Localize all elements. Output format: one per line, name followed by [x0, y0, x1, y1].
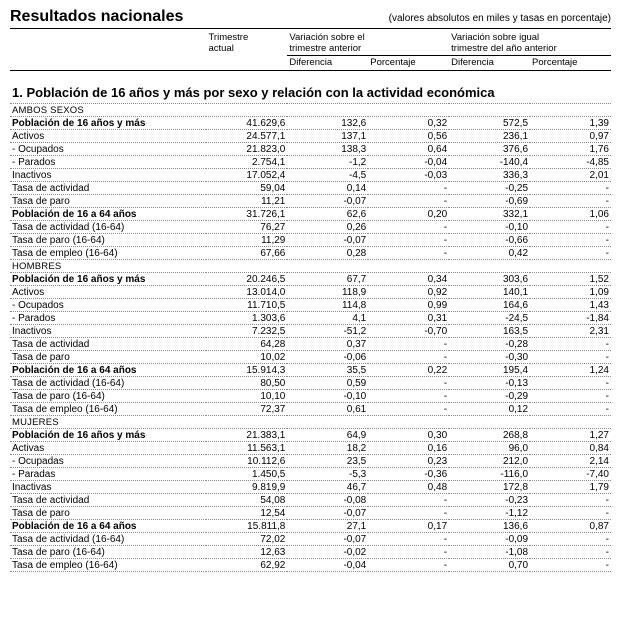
table-row: - Ocupados11.710,5114,80,99164,61,43 [10, 299, 611, 312]
table-row: Activas11.563,118,20,1696,00,84 [10, 442, 611, 455]
col-group-prev-year: Variación sobre igual trimestre del año … [449, 29, 611, 56]
table-row: Tasa de paro (16-64)11,29-0,07--0,66- [10, 234, 611, 247]
table-row: Tasa de empleo (16-64)67,660,28-0,42- [10, 247, 611, 260]
table-row: - Ocupadas10.112,623,50,23212,02,14 [10, 455, 611, 468]
table-row: Población de 16 años y más20.246,567,70,… [10, 273, 611, 286]
table-row: Tasa de actividad (16-64)76,270,26--0,10… [10, 221, 611, 234]
table-row: - Parados1.303,64,10,31-24,5-1,84 [10, 312, 611, 325]
page-title: Resultados nacionales [10, 8, 183, 26]
table-row: - Paradas1.450,5-5,3-0,36-116,0-7,40 [10, 468, 611, 481]
table-row: Población de 16 años y más41.629,6132,60… [10, 117, 611, 130]
col-group-prev-quarter: Variación sobre el trimestre anterior [287, 29, 449, 56]
table-row: Tasa de paro (16-64)10,10-0,10--0,29- [10, 390, 611, 403]
units-note: (valores absolutos en miles y tasas en p… [389, 13, 611, 24]
table-row: Tasa de empleo (16-64)72,370,61-0,12- [10, 403, 611, 416]
table-row: Población de 16 a 64 años15.914,335,50,2… [10, 364, 611, 377]
table-row: Tasa de actividad (16-64)80,500,59--0,13… [10, 377, 611, 390]
table-row: Tasa de actividad64,280,37--0,28- [10, 338, 611, 351]
table-row: Inactivas9.819,946,70,48172,81,79 [10, 481, 611, 494]
table-row: Tasa de actividad59,040,14--0,25- [10, 182, 611, 195]
table-row: Tasa de actividad (16-64)72,02-0,07--0,0… [10, 533, 611, 546]
table-row: - Parados2.754,1-1,2-0,04-140,4-4,85 [10, 156, 611, 169]
table-row: HOMBRES [10, 260, 611, 273]
table-row: Tasa de paro10,02-0,06--0,30- [10, 351, 611, 364]
table-row: Tasa de paro (16-64)12,63-0,02--1,08- [10, 546, 611, 559]
table-row: Tasa de paro11,21-0,07--0,69- [10, 195, 611, 208]
table-row: MUJERES [10, 416, 611, 429]
col-pct-year: Porcentaje [530, 56, 611, 71]
table-row: Activos24.577,1137,10,56236,10,97 [10, 130, 611, 143]
table-row: - Ocupados21.823,0138,30,64376,61,76 [10, 143, 611, 156]
col-current: Trimestre actual [206, 29, 287, 56]
table-row: Tasa de empleo (16-64)62,92-0,04-0,70- [10, 559, 611, 572]
table-row: Inactivos17.052,4-4,5-0,03336,32,01 [10, 169, 611, 182]
table-row: Población de 16 a 64 años15.811,827,10,1… [10, 520, 611, 533]
table-row: Población de 16 años y más21.383,164,90,… [10, 429, 611, 442]
col-diff-prev: Diferencia [287, 56, 368, 71]
section-1-title: 1. Población de 16 años y más por sexo y… [10, 71, 611, 104]
table-row: Tasa de paro12,54-0,07--1,12- [10, 507, 611, 520]
col-pct-prev: Porcentaje [368, 56, 449, 71]
page-header: Resultados nacionales (valores absolutos… [10, 8, 611, 29]
table-row: Tasa de actividad54,08-0,08--0,23- [10, 494, 611, 507]
data-table: Trimestre actual Variación sobre el trim… [10, 29, 611, 572]
table-row: Población de 16 a 64 años31.726,162,60,2… [10, 208, 611, 221]
col-diff-year: Diferencia [449, 56, 530, 71]
table-row: Inactivos7.232,5-51,2-0,70163,52,31 [10, 325, 611, 338]
table-row: AMBOS SEXOS [10, 104, 611, 117]
table-row: Activos13.014,0118,90,92140,11,09 [10, 286, 611, 299]
